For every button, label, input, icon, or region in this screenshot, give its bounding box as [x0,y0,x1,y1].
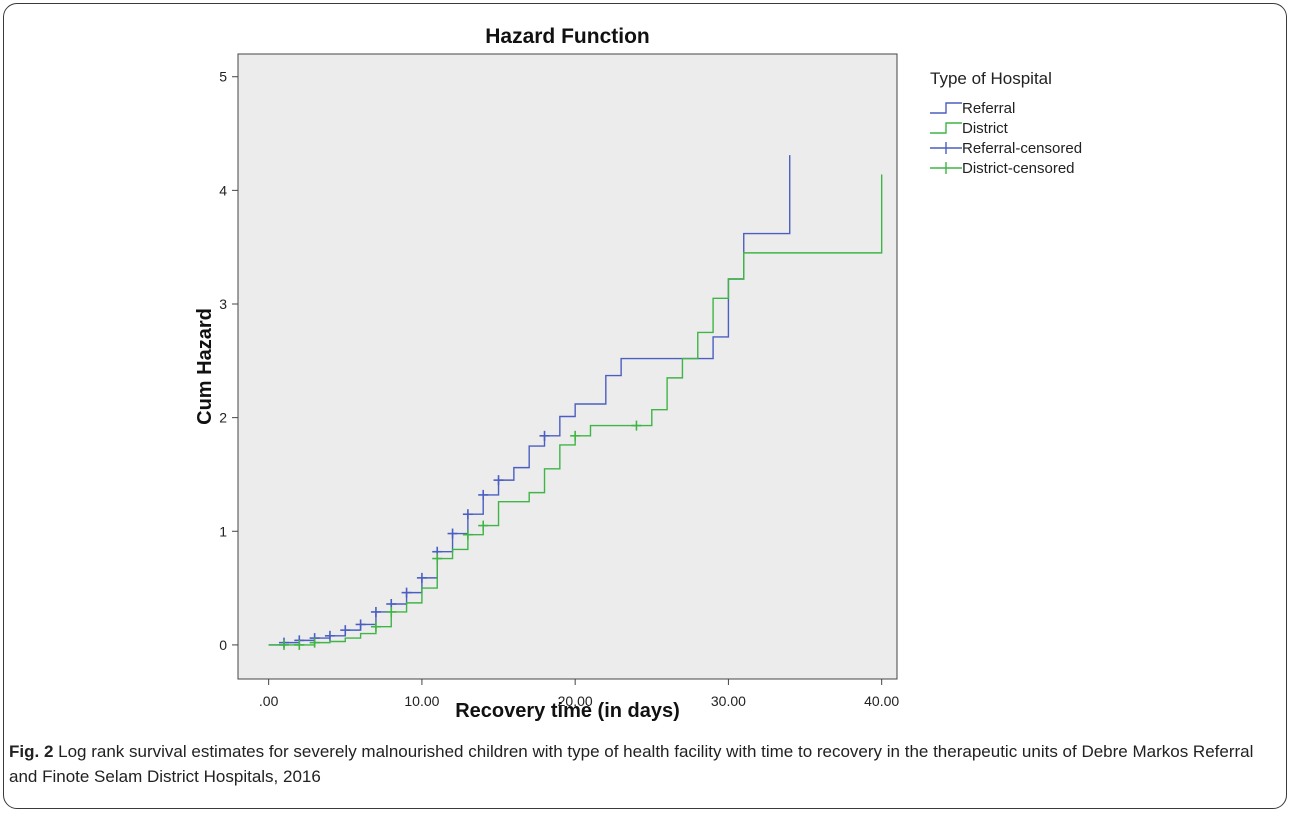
legend-swatch-step [930,122,962,134]
chart-title: Hazard Function [485,25,650,48]
censor-marker-referral-censored [539,430,550,441]
censor-marker-district-censored [462,529,473,540]
censor-marker-referral-censored [340,625,351,636]
figure-caption: Fig. 2 Log rank survival estimates for s… [9,739,1279,789]
figure-frame [3,3,1287,809]
censor-marker-district-censored [386,606,397,617]
x-tick-label: 10.00 [404,693,439,709]
censor-marker-district-censored [432,553,443,564]
censor-marker-referral-censored [493,475,504,486]
x-tick-label: 40.00 [864,693,899,709]
censor-marker-referral-censored [462,509,473,520]
censor-marker-referral-censored [416,572,427,583]
censor-marker-referral-censored [401,587,412,598]
censor-marker-referral-censored [370,606,381,617]
legend-item-referral-censored: Referral-censored [930,140,1082,157]
y-tick-label: 3 [219,296,227,312]
legend-title: Type of Hospital [930,69,1052,88]
hazard-chart: Hazard Function .00 10.00 20.00 30.00 40.00 0 1… [194,25,1082,722]
y-tick-label: 4 [219,182,227,198]
legend-swatch-step [930,102,962,114]
series-line-district [268,174,883,646]
legend-item-district: District [930,120,1009,137]
x-tick-label: 20.00 [558,693,593,709]
legend-label: Referral [962,100,1015,117]
censor-marker-referral-censored [447,528,458,539]
y-tick-label: 0 [219,637,227,653]
censor-marker-district-censored [278,639,289,650]
censor-marker-district-censored [294,639,305,650]
censor-marker-referral-censored [478,489,489,500]
x-axis-label: Recovery time (in days) [455,700,680,722]
legend-item-district-censored: District-censored [930,160,1075,177]
legend-label: District-censored [962,160,1075,177]
x-tick-label: 30.00 [711,693,746,709]
censor-marker-district-censored [478,520,489,531]
y-tick-label: 2 [219,410,227,426]
x-tick-label: .00 [259,693,279,709]
legend-item-referral: Referral [930,100,1015,117]
censor-marker-district-censored [309,637,320,648]
censor-marker-district-censored [370,621,381,632]
caption-label: Fig. 2 [9,742,54,761]
censor-marker-district-censored [631,420,642,431]
censor-marker-referral-censored [355,619,366,630]
y-tick-label: 1 [219,523,227,539]
censor-marker-referral-censored [324,630,335,641]
y-tick-label: 5 [219,69,227,85]
y-axis-label: Cum Hazard [194,308,216,425]
plot-area [237,53,898,680]
legend-label: Referral-censored [962,140,1082,157]
legend-label: District [962,120,1009,137]
censor-marker-district-censored [570,430,581,441]
caption-text: Log rank survival estimates for severely… [9,742,1254,786]
